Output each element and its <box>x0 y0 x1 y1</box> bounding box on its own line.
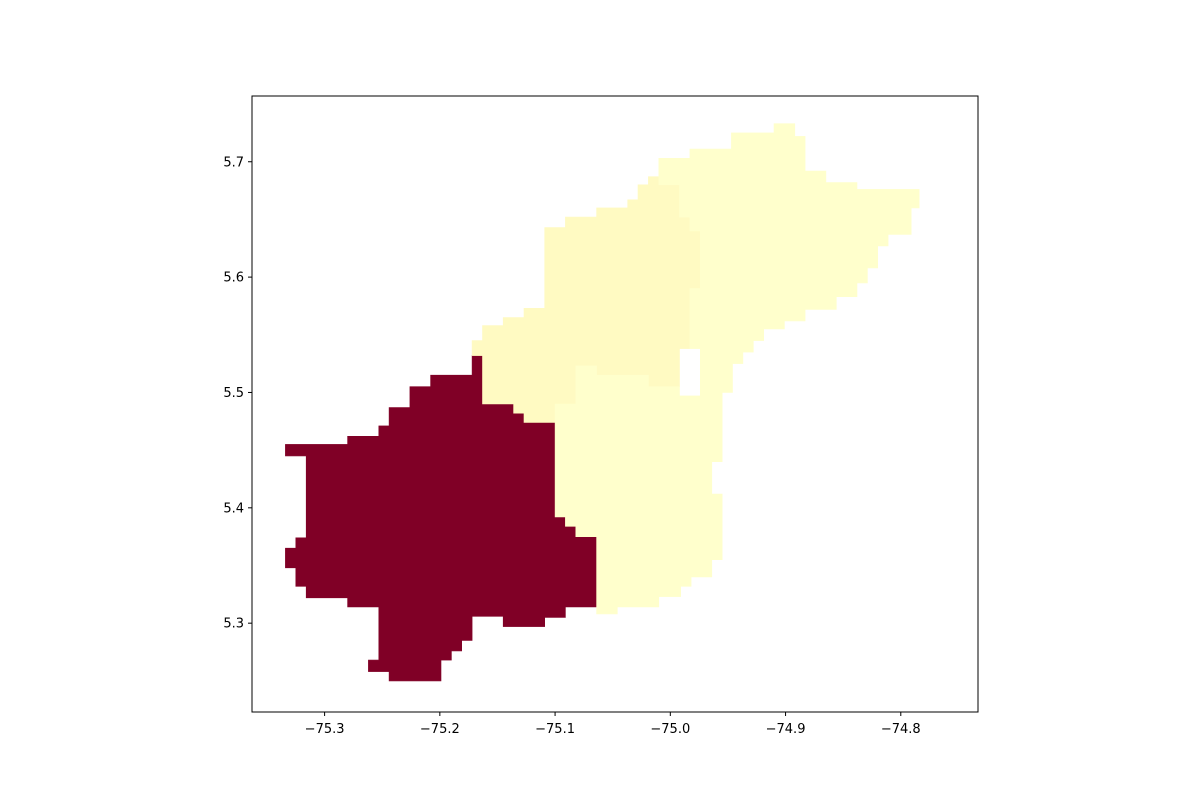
y-tick-label: 5.6 <box>223 271 244 286</box>
region-south-west <box>285 355 597 682</box>
y-tick-label: 5.3 <box>223 617 244 632</box>
axes-frame <box>251 95 979 713</box>
y-tick-label: 5.5 <box>223 386 244 401</box>
x-tick-label: −75.1 <box>535 722 575 737</box>
y-axis-ticks: 5.3 5.4 5.5 5.6 5.7 <box>223 155 252 632</box>
x-tick-label: −75.2 <box>420 722 460 737</box>
y-tick-label: 5.4 <box>223 501 244 516</box>
x-tick-label: −75.0 <box>650 722 690 737</box>
regions-layer <box>285 123 920 682</box>
x-tick-label: −75.3 <box>305 722 345 737</box>
x-axis-ticks: −75.3 −75.2 −75.1 −75.0 −74.9 −74.8 <box>305 712 921 737</box>
region-north-east <box>658 123 920 416</box>
x-tick-label: −74.8 <box>881 722 921 737</box>
x-tick-label: −74.9 <box>766 722 806 737</box>
region-south-east <box>554 365 723 615</box>
y-tick-label: 5.7 <box>223 155 244 170</box>
